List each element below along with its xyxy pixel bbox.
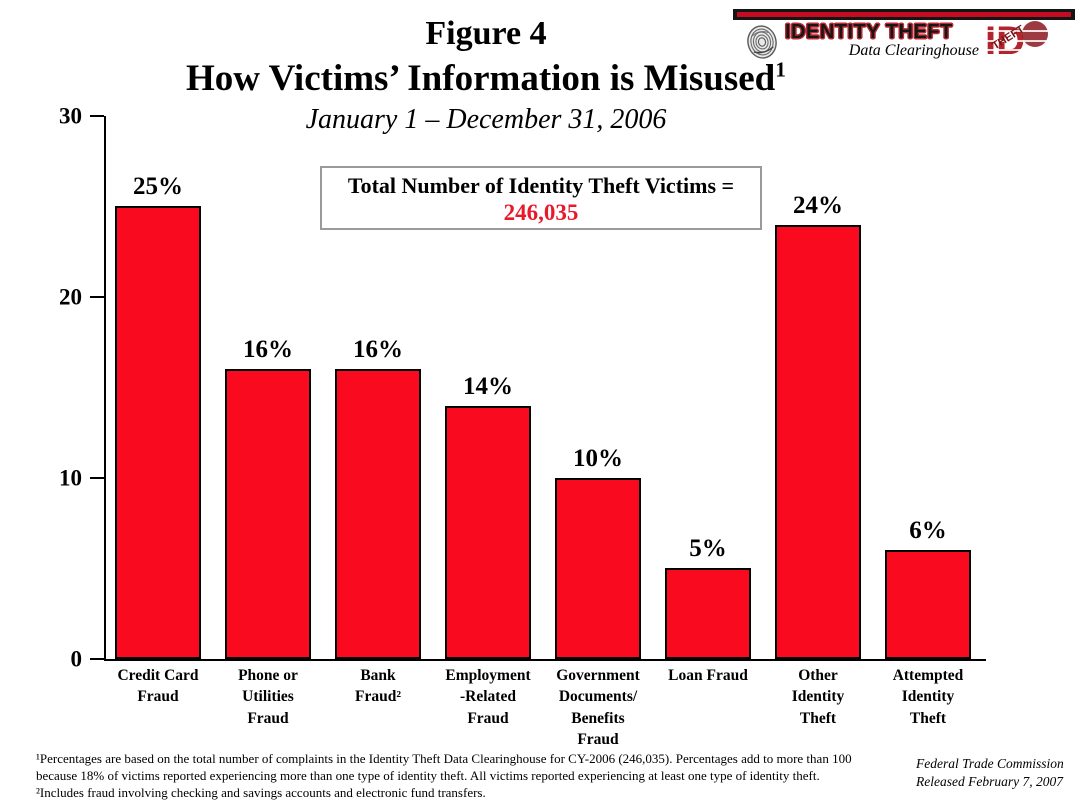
y-axis-tick-label: 30 [59, 103, 82, 129]
total-victims-value: 246,035 [503, 200, 579, 225]
y-axis-tick [90, 658, 104, 660]
x-axis-category-label: Attempted Identity Theft [892, 667, 964, 727]
x-axis-category-label: Phone or Utilities Fraud [238, 667, 298, 727]
svg-text:ID: ID [985, 19, 1025, 60]
x-axis-category-label: Credit Card Fraud [117, 667, 199, 706]
footnote-2: ²Includes fraud involving checking and s… [36, 784, 486, 800]
footnotes: ¹Percentages are based on the total numb… [36, 751, 914, 802]
page-title: How Victims’ Information is Misused1 [0, 56, 972, 101]
y-axis-tick-label: 20 [59, 284, 82, 310]
bar-value-label: 10% [573, 445, 623, 472]
source-credit: Federal Trade Commission Released Februa… [916, 755, 1064, 791]
x-axis-category-label: Other Identity Theft [791, 667, 845, 727]
y-axis-tick-label: 0 [70, 646, 83, 672]
figure-label: Figure 4 [425, 15, 547, 52]
date-range-subtitle: January 1 – December 31, 2006 [305, 104, 667, 135]
bar-value-label: 25% [133, 173, 183, 200]
x-axis-category-label: Bank Fraud² [355, 667, 401, 706]
footnote-1: ¹Percentages are based on the total numb… [36, 751, 852, 783]
chart-bar [445, 406, 531, 659]
logo-top-bar [733, 9, 1075, 20]
chart-bar [885, 550, 971, 659]
chart-bar [225, 369, 311, 659]
source-credit-line2: Released February 7, 2007 [916, 774, 1063, 790]
page-title-text: How Victims’ Information is Misused [186, 58, 776, 99]
bar-value-label: 5% [689, 535, 727, 562]
logo-title: IDENTITY THEFT [785, 21, 953, 43]
bar-value-label: 24% [793, 192, 843, 219]
identity-theft-clearinghouse-logo: IDENTITY THEFT Data Clearinghouse ID THE… [733, 6, 1075, 60]
y-axis-tick [90, 296, 104, 298]
bar-value-label: 16% [353, 336, 403, 363]
chart-bar [115, 206, 201, 659]
fingerprint-icon [747, 25, 777, 59]
y-axis-tick-label: 10 [59, 465, 82, 491]
x-axis-category-label: Employment -Related Fraud [445, 667, 531, 727]
title-footnote-marker: 1 [775, 57, 786, 82]
chart-bar [775, 225, 861, 659]
logo-subtitle: Data Clearinghouse [848, 42, 979, 59]
total-victims-box: Total Number of Identity Theft Victims =… [320, 166, 762, 230]
x-axis-category-label: Loan Fraud [668, 667, 748, 684]
chart-bar [665, 568, 751, 659]
chart-header: Figure 4 How Victims’ Information is Mis… [0, 12, 972, 139]
x-axis-category-label: Government Documents/ Benefits Fraud [556, 667, 640, 749]
logo-top-bar-stripe [737, 12, 1071, 17]
bar-chart-plot-area: 0 10 20 30 25% Credit Card Fraud 16% Phone or U… [59, 105, 986, 748]
y-axis-tick [90, 477, 104, 479]
id-theft-badge-icon: ID THEFT [983, 19, 1061, 60]
chart-bar [335, 369, 421, 659]
bar-value-label: 6% [909, 517, 947, 544]
logo-text-block: IDENTITY THEFT Data Clearinghouse [785, 21, 983, 60]
total-victims-label: Total Number of Identity Theft Victims = [347, 173, 735, 198]
source-credit-line1: Federal Trade Commission [916, 756, 1064, 771]
chart-bar [555, 478, 641, 659]
y-axis-tick [90, 115, 104, 117]
bar-value-label: 14% [463, 373, 513, 400]
bar-value-label: 16% [243, 336, 293, 363]
